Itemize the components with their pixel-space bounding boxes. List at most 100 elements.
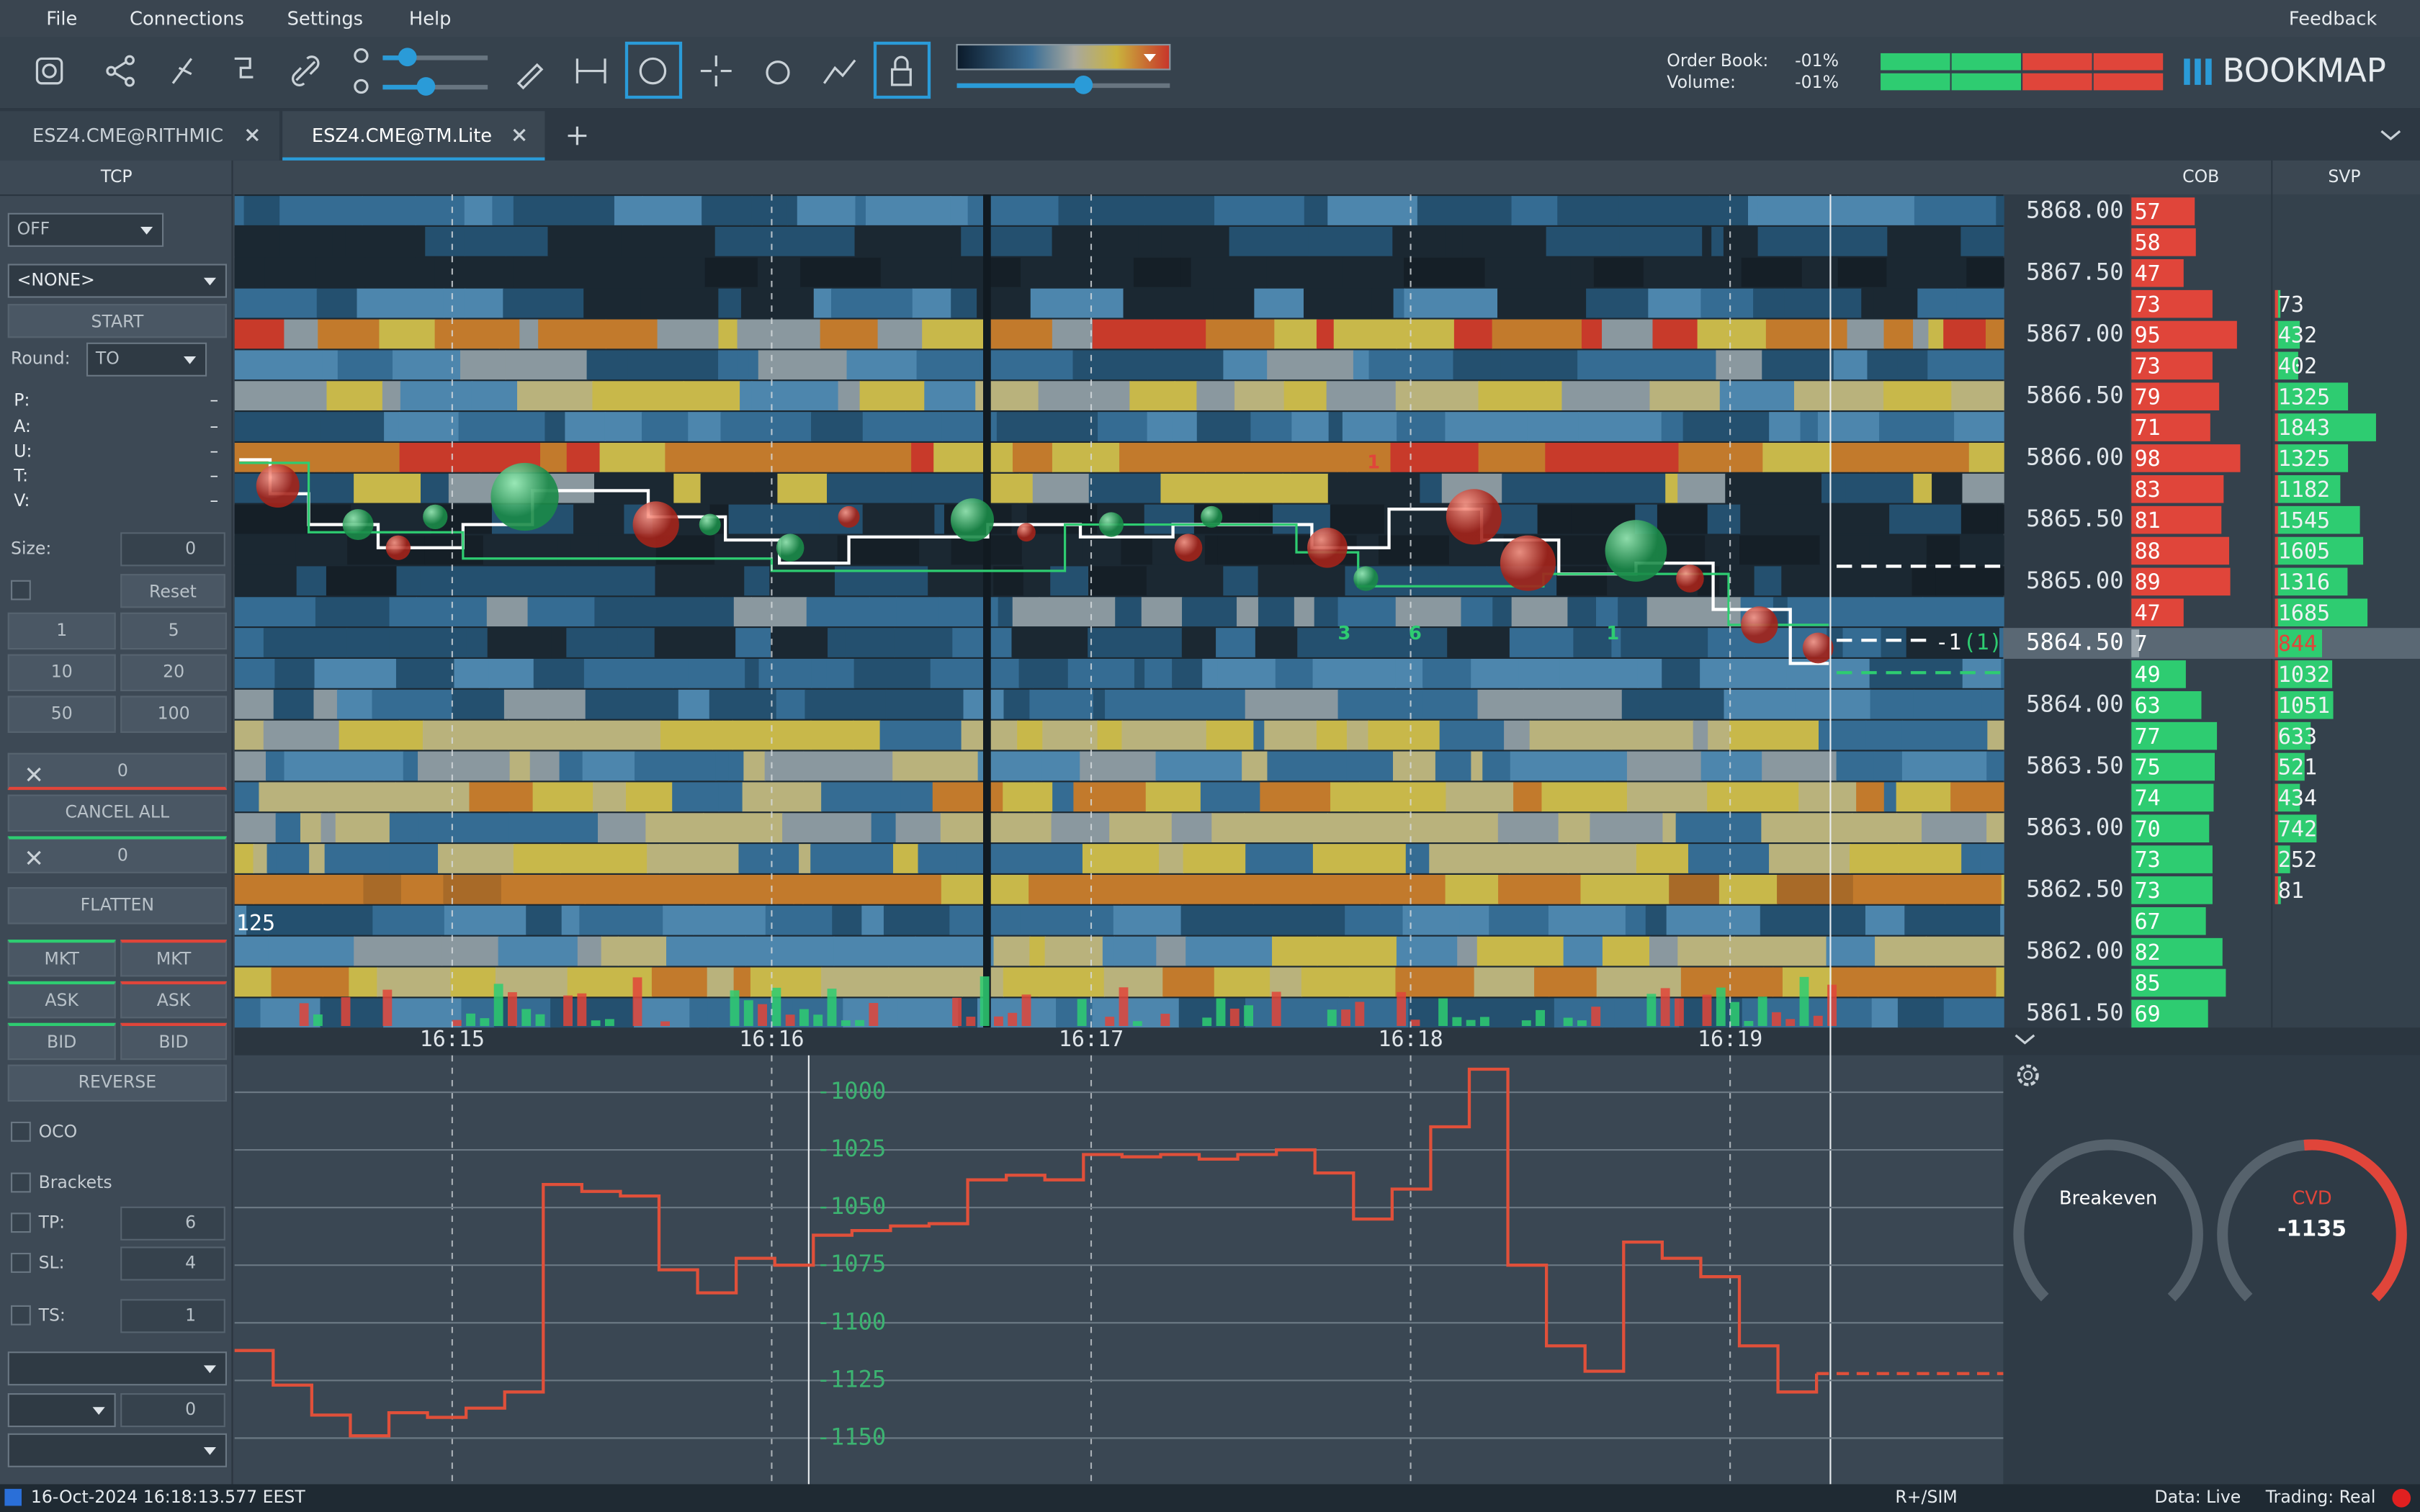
heatmap-cell [483,535,559,565]
heatmap-cell [987,319,1054,349]
account-select[interactable] [7,1351,227,1386]
size-input[interactable]: 0 [120,532,225,567]
cancel-all-button[interactable]: CANCEL ALL [7,794,227,832]
menu-item[interactable]: Connections [130,7,244,30]
feedback-link[interactable]: Feedback [2288,7,2378,30]
round-select[interactable]: TO [86,342,207,377]
heatmap-cell [1358,782,1447,812]
heatmap-cell [632,597,705,626]
sl-input[interactable]: 4 [120,1246,225,1281]
heatmap-cell [1270,905,1346,935]
heatmap-cell [1051,813,1111,842]
trade-bubble [1307,527,1348,568]
buy-market[interactable]: MKT [7,940,116,977]
sell-market[interactable]: MKT [120,940,227,977]
heatmap-cell [382,381,402,410]
heatmap-cell [1842,628,1882,657]
menu-item[interactable]: Settings [287,7,364,30]
heatmap-cell [234,566,297,596]
cob-value: 47 [2135,261,2161,287]
y-tick-label: -1000 [817,1077,887,1104]
heatmap-cell [1700,288,1754,318]
heatmap-cell [1092,319,1156,349]
heatmap-cell [1537,504,1572,534]
strategy-select[interactable]: <NONE> [7,264,227,298]
svp-value: 1032 [2278,662,2330,688]
heatmap-cell [1857,967,1936,997]
heatmap-cell [1250,412,1293,441]
heatmap-cell [1871,998,1899,1028]
flatten-button[interactable]: FLATTEN [7,887,227,924]
heatmap-cell [1172,412,1198,441]
slider-thumb[interactable] [1074,76,1093,94]
cob-bar [2131,505,2222,534]
volume-bar [743,1000,753,1026]
reverse-button[interactable]: REVERSE [7,1064,227,1102]
icons[interactable] [35,41,931,99]
tab-active[interactable]: ESZ4.CME@TM.Lite [282,111,545,161]
tp-checkbox[interactable] [11,1212,31,1233]
trade-bubble [632,501,679,548]
qty-button[interactable]: 50 [7,696,116,733]
buy-ask[interactable]: ASK [7,981,116,1019]
heatmap-cell [450,967,497,997]
ts-input[interactable]: 1 [120,1299,225,1333]
heatmap-cell [705,875,776,904]
menu-item[interactable]: File [46,7,78,30]
slider-thumb[interactable] [398,48,417,67]
sl-checkbox[interactable] [11,1253,31,1273]
tp-input[interactable]: 6 [120,1206,225,1241]
start-button[interactable]: START [7,304,227,338]
qty-button[interactable]: 100 [120,696,227,733]
svp-edge [2275,876,2278,904]
menu-item[interactable]: Help [408,7,452,30]
qty-button[interactable]: 10 [7,654,116,691]
buy-qty[interactable]: 0 [7,836,227,873]
info-icon[interactable] [4,1488,22,1506]
heatmap-cell [826,659,855,688]
heatmap-cell [544,412,566,441]
svp-value: 81 [2278,878,2304,904]
heatmap-cell [900,782,934,812]
brackets-checkbox[interactable] [11,1172,31,1193]
heatmap-cell [1793,227,1888,256]
slider-thumb[interactable] [416,77,436,96]
heatmap-cell [885,689,964,719]
qty-button[interactable]: 5 [120,612,227,650]
heatmap-cell [1264,720,1318,750]
heatmap-cell [1896,782,1952,812]
tab[interactable]: ESZ4.CME@RITHMIC [0,111,279,161]
ts-checkbox[interactable] [11,1305,31,1326]
dropdown-arrow [1143,54,1156,62]
svp-header: SVP [2328,166,2360,186]
heatmap-cell [728,751,745,781]
color-scheme[interactable] [956,44,1171,71]
sell-bid[interactable]: BID [120,1022,227,1061]
heatmap-cell [443,875,503,904]
heatmap-cell [654,628,737,657]
sell-qty[interactable]: 0 [7,752,227,791]
volume-bar [1355,1002,1365,1026]
volume-bar [855,1020,864,1026]
qty-button[interactable]: 1 [7,612,116,650]
sell-ask[interactable]: ASK [120,981,227,1019]
heatmap-cell [1637,659,1663,688]
volume-bar [1229,1008,1240,1026]
oco-checkbox[interactable] [11,1121,31,1142]
cob-bar [2131,907,2206,935]
mode-select[interactable]: OFF [7,212,164,247]
svp-value: 402 [2278,354,2317,379]
type-select[interactable] [7,1392,116,1428]
heatmap-cell [703,813,784,842]
heatmap-cell [883,905,951,935]
heatmap-cell [1242,751,1268,781]
qty-input[interactable]: 0 [120,1392,225,1428]
volume-bar [1716,987,1726,1026]
reset-button[interactable]: Reset [120,574,225,608]
buy-bid[interactable]: BID [7,1022,116,1061]
heatmap-cell [418,813,510,842]
qty-button[interactable]: 20 [120,654,227,691]
heatmap-cell [566,443,601,472]
tif-select[interactable] [7,1433,227,1467]
checkbox[interactable] [11,580,31,600]
